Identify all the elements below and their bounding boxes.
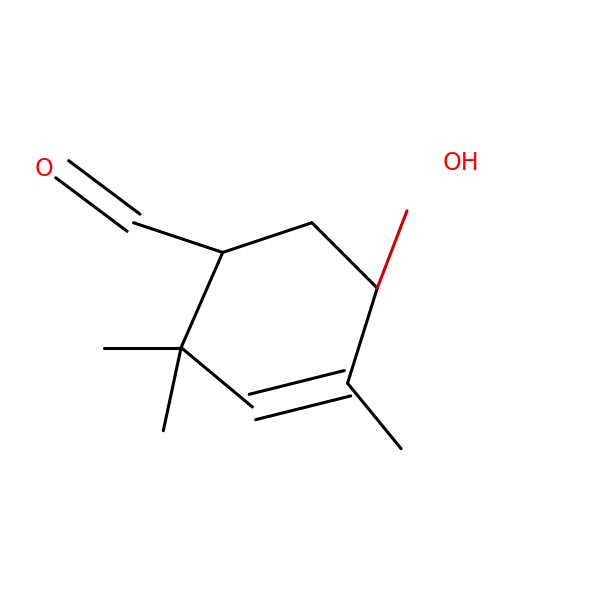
Text: OH: OH [443, 151, 479, 175]
Text: O: O [35, 157, 53, 181]
